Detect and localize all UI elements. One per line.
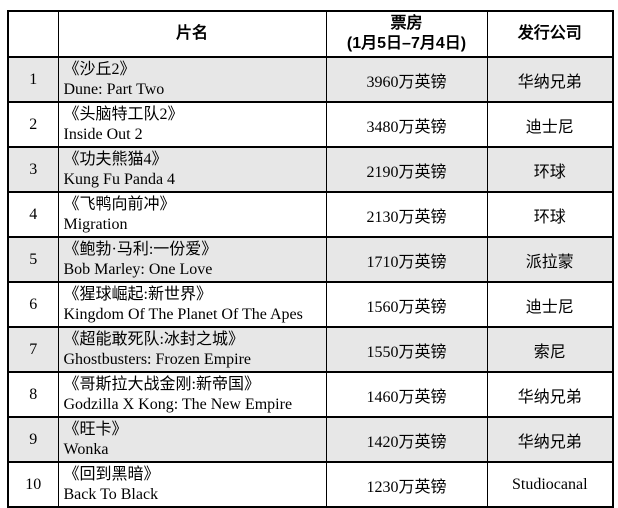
film-title-chinese: 《沙丘2》 bbox=[63, 60, 136, 78]
box-office-table: 片名 票房 (1月5日–7月4日) 发行公司 1 《沙丘2》 Dune: Par… bbox=[7, 10, 614, 508]
table-row: 7 《超能敢死队:冰封之城》 Ghostbusters: Frozen Empi… bbox=[7, 326, 614, 373]
table-row: 8 《哥斯拉大战金刚:新帝国》 Godzilla X Kong: The New… bbox=[7, 371, 614, 418]
box-office-cell: 3960万英镑 bbox=[325, 56, 488, 103]
film-title-chinese: 《回到黑暗》 bbox=[63, 465, 160, 483]
box-office-cell: 2190万英镑 bbox=[325, 146, 488, 193]
film-title-chinese: 《功夫熊猫4》 bbox=[63, 150, 168, 168]
title-cell: 《鲍勃·马利:一份爱》 Bob Marley: One Love bbox=[57, 236, 327, 283]
distributor-cell: 索尼 bbox=[486, 326, 614, 373]
box-office-column-header: 票房 (1月5日–7月4日) bbox=[325, 10, 488, 58]
distributor-cell: 环球 bbox=[486, 191, 614, 238]
box-office-cell: 1560万英镑 bbox=[325, 281, 488, 328]
title-cell: 《猩球崛起:新世界》 Kingdom Of The Planet Of The … bbox=[57, 281, 327, 328]
table-row: 6 《猩球崛起:新世界》 Kingdom Of The Planet Of Th… bbox=[7, 281, 614, 328]
title-column-header: 片名 bbox=[57, 10, 327, 58]
film-title-english: Godzilla X Kong: The New Empire bbox=[63, 395, 293, 413]
box-office-header-line2: (1月5日–7月4日) bbox=[346, 35, 467, 52]
distributor-column-header: 发行公司 bbox=[486, 10, 614, 58]
title-cell: 《旺卡》 Wonka bbox=[57, 416, 327, 463]
table-row: 2 《头脑特工队2》 Inside Out 2 3480万英镑 迪士尼 bbox=[7, 101, 614, 148]
distributor-cell: 派拉蒙 bbox=[486, 236, 614, 283]
rank-column-header bbox=[7, 10, 59, 58]
box-office-cell: 1420万英镑 bbox=[325, 416, 488, 463]
film-title-english: Ghostbusters: Frozen Empire bbox=[63, 350, 252, 368]
table-header: 片名 票房 (1月5日–7月4日) 发行公司 bbox=[7, 10, 614, 58]
rank-cell: 1 bbox=[7, 56, 59, 103]
distributor-cell: 迪士尼 bbox=[486, 101, 614, 148]
film-title-english: Kingdom Of The Planet Of The Apes bbox=[63, 305, 303, 323]
film-title-chinese: 《飞鸭向前冲》 bbox=[63, 195, 176, 213]
distributor-cell: 华纳兄弟 bbox=[486, 56, 614, 103]
box-office-header-line1: 票房 bbox=[390, 15, 423, 32]
film-title-english: Dune: Part Two bbox=[63, 80, 165, 98]
table-row: 3 《功夫熊猫4》 Kung Fu Panda 4 2190万英镑 环球 bbox=[7, 146, 614, 193]
film-title-chinese: 《头脑特工队2》 bbox=[63, 105, 184, 123]
title-cell: 《头脑特工队2》 Inside Out 2 bbox=[57, 101, 327, 148]
header-row: 片名 票房 (1月5日–7月4日) 发行公司 bbox=[7, 10, 614, 58]
box-office-cell: 1460万英镑 bbox=[325, 371, 488, 418]
rank-cell: 6 bbox=[7, 281, 59, 328]
rank-cell: 8 bbox=[7, 371, 59, 418]
film-title-chinese: 《鲍勃·马利:一份爱》 bbox=[63, 240, 218, 258]
film-title-chinese: 《猩球崛起:新世界》 bbox=[63, 285, 212, 303]
table-row: 5 《鲍勃·马利:一份爱》 Bob Marley: One Love 1710万… bbox=[7, 236, 614, 283]
title-cell: 《超能敢死队:冰封之城》 Ghostbusters: Frozen Empire bbox=[57, 326, 327, 373]
table-row: 10 《回到黑暗》 Back To Black 1230万英镑 Studioca… bbox=[7, 461, 614, 508]
film-title-english: Kung Fu Panda 4 bbox=[63, 170, 176, 188]
film-title-chinese: 《旺卡》 bbox=[63, 420, 128, 438]
film-title-english: Back To Black bbox=[63, 485, 159, 503]
rank-cell: 5 bbox=[7, 236, 59, 283]
film-title-english: Wonka bbox=[63, 440, 109, 458]
box-office-cell: 1710万英镑 bbox=[325, 236, 488, 283]
table-body: 1 《沙丘2》 Dune: Part Two 3960万英镑 华纳兄弟 2 《头… bbox=[7, 56, 614, 508]
title-cell: 《回到黑暗》 Back To Black bbox=[57, 461, 327, 508]
title-cell: 《沙丘2》 Dune: Part Two bbox=[57, 56, 327, 103]
table-row: 4 《飞鸭向前冲》 Migration 2130万英镑 环球 bbox=[7, 191, 614, 238]
film-title-chinese: 《哥斯拉大战金刚:新帝国》 bbox=[63, 375, 260, 393]
title-cell: 《功夫熊猫4》 Kung Fu Panda 4 bbox=[57, 146, 327, 193]
rank-cell: 7 bbox=[7, 326, 59, 373]
rank-cell: 4 bbox=[7, 191, 59, 238]
rank-cell: 10 bbox=[7, 461, 59, 508]
table-row: 9 《旺卡》 Wonka 1420万英镑 华纳兄弟 bbox=[7, 416, 614, 463]
box-office-cell: 3480万英镑 bbox=[325, 101, 488, 148]
box-office-cell: 1550万英镑 bbox=[325, 326, 488, 373]
title-cell: 《哥斯拉大战金刚:新帝国》 Godzilla X Kong: The New E… bbox=[57, 371, 327, 418]
film-title-english: Migration bbox=[63, 215, 128, 233]
film-title-english: Inside Out 2 bbox=[63, 125, 143, 143]
distributor-cell: 环球 bbox=[486, 146, 614, 193]
distributor-cell: 迪士尼 bbox=[486, 281, 614, 328]
film-title-chinese: 《超能敢死队:冰封之城》 bbox=[63, 330, 244, 348]
box-office-cell: 1230万英镑 bbox=[325, 461, 488, 508]
title-cell: 《飞鸭向前冲》 Migration bbox=[57, 191, 327, 238]
distributor-cell: 华纳兄弟 bbox=[486, 371, 614, 418]
rank-cell: 3 bbox=[7, 146, 59, 193]
table-row: 1 《沙丘2》 Dune: Part Two 3960万英镑 华纳兄弟 bbox=[7, 56, 614, 103]
box-office-cell: 2130万英镑 bbox=[325, 191, 488, 238]
distributor-cell: 华纳兄弟 bbox=[486, 416, 614, 463]
film-title-english: Bob Marley: One Love bbox=[63, 260, 213, 278]
rank-cell: 2 bbox=[7, 101, 59, 148]
distributor-cell: Studiocanal bbox=[486, 461, 614, 508]
rank-cell: 9 bbox=[7, 416, 59, 463]
